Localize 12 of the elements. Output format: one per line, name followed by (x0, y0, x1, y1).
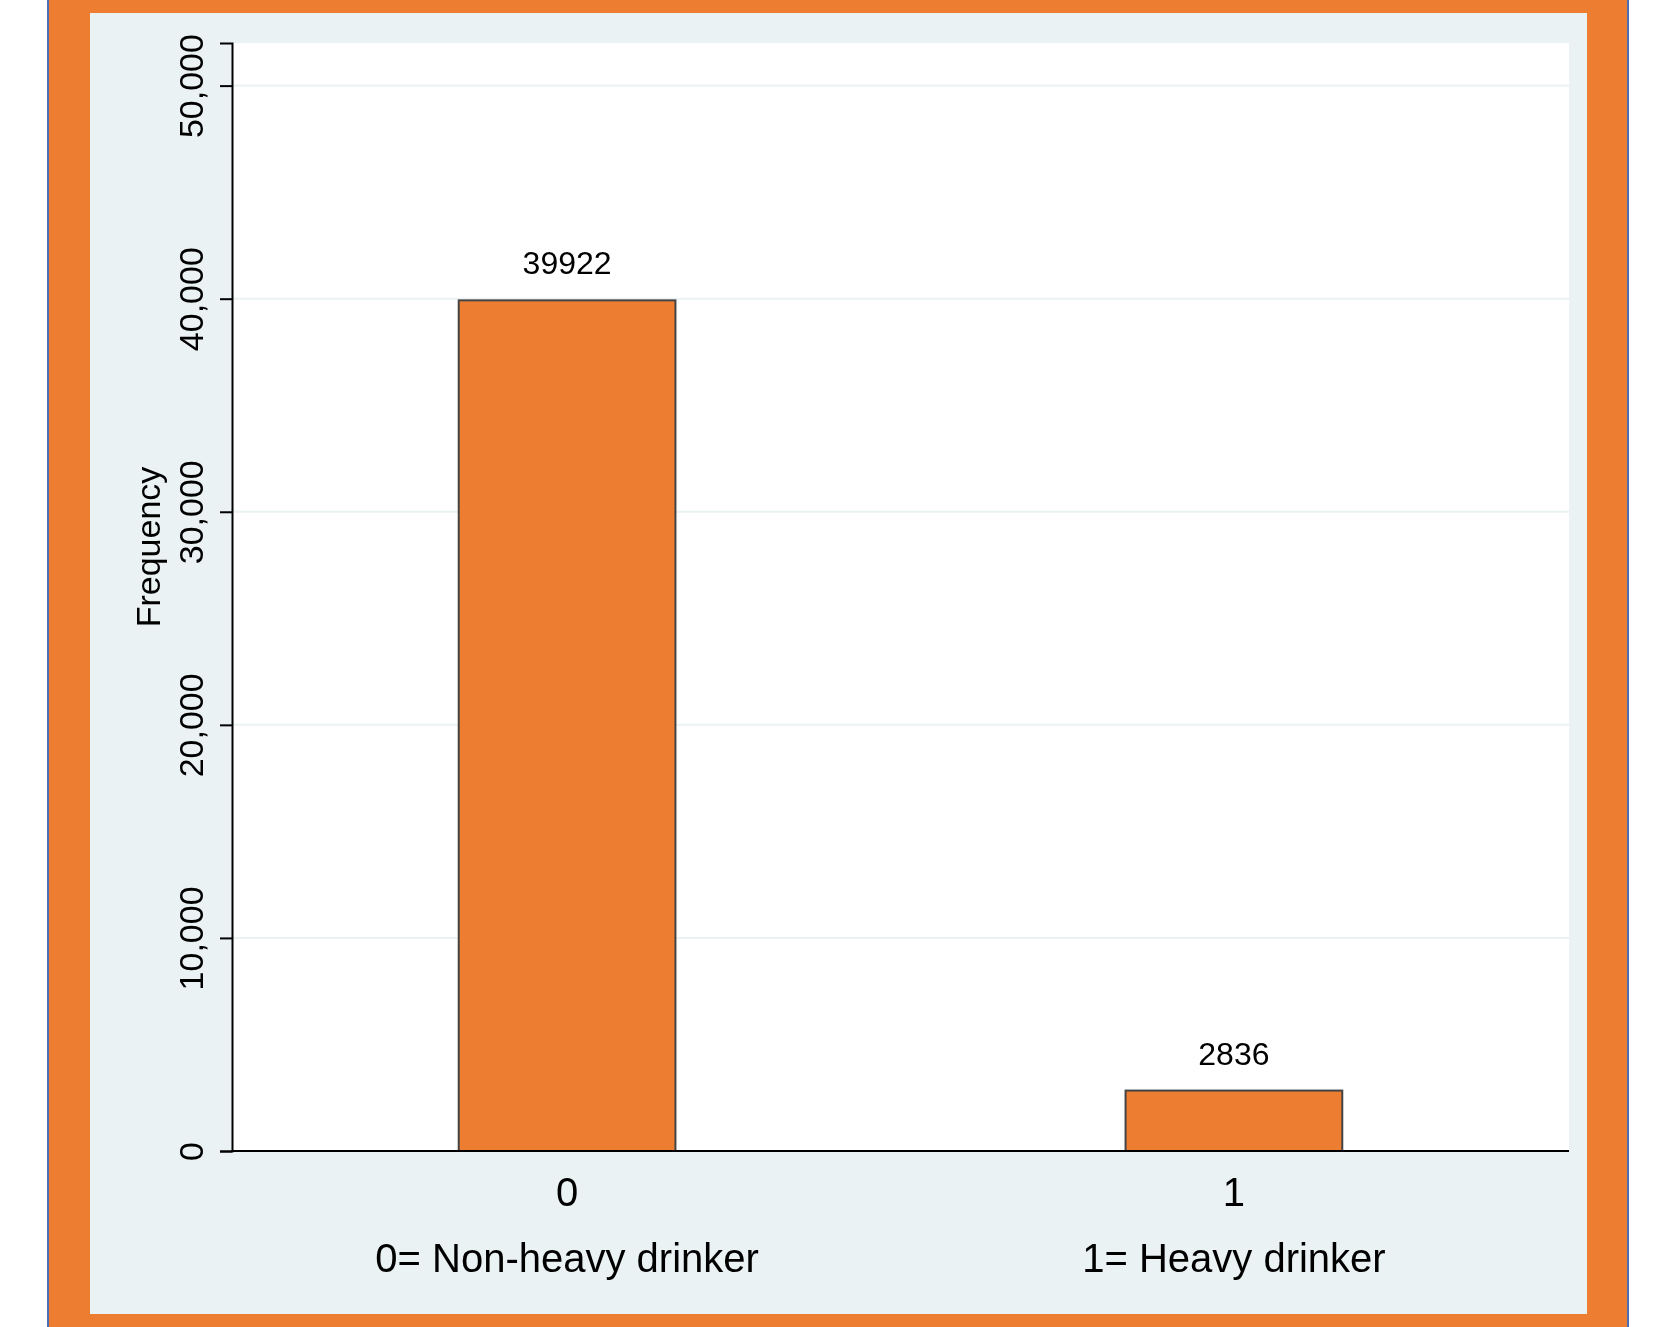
y-tick-label: 10,000 (171, 886, 210, 991)
x-tick-label: 1 (1222, 1170, 1246, 1214)
data-label: 39922 (522, 245, 612, 282)
text: 1= Heavy drinker (1082, 1236, 1386, 1280)
y-tick-label: 20,000 (171, 673, 210, 778)
y-tick-label: 0 (171, 1142, 210, 1161)
y-axis-title: Frequency (129, 466, 167, 628)
data-label: 2836 (1198, 1035, 1270, 1072)
y-tick-label: 30,000 (171, 460, 210, 565)
text: 0= Non-heavy drinker (375, 1236, 759, 1280)
y-tick-label: 50,000 (171, 34, 210, 139)
y-tick-label: 40,000 (171, 247, 210, 352)
